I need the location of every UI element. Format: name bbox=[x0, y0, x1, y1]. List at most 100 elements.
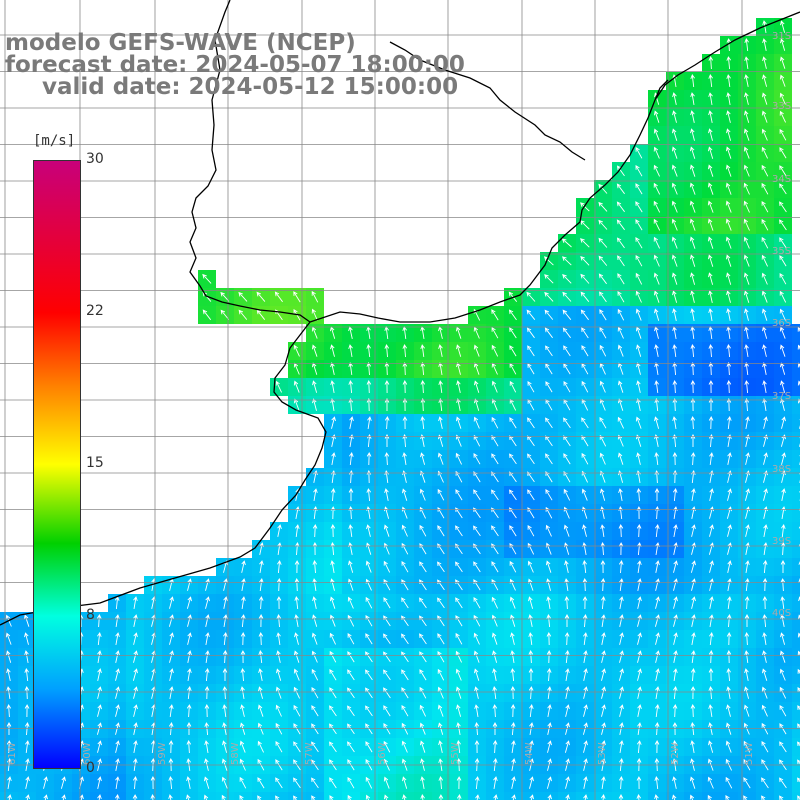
colorbar-unit: [m/s] bbox=[33, 133, 76, 149]
wind-arrow bbox=[186, 740, 192, 754]
wind-arrow bbox=[725, 218, 732, 231]
wind-arrow bbox=[600, 794, 606, 800]
wind-arrow bbox=[239, 776, 247, 789]
wind-arrow bbox=[97, 668, 102, 681]
wind-arrow bbox=[654, 722, 660, 736]
wind-arrow bbox=[169, 686, 174, 699]
wind-arrow bbox=[456, 344, 462, 357]
wind-arrow bbox=[581, 488, 588, 501]
wind-arrow bbox=[581, 380, 589, 393]
wind-arrow bbox=[635, 201, 643, 213]
wind-arrow bbox=[438, 740, 443, 753]
wind-arrow bbox=[583, 794, 588, 800]
wind-arrow bbox=[367, 416, 372, 429]
wind-arrow bbox=[709, 614, 714, 627]
wind-arrow bbox=[529, 794, 534, 800]
wind-arrow bbox=[492, 668, 497, 681]
wind-arrow bbox=[761, 272, 768, 285]
wind-arrow bbox=[637, 560, 642, 573]
wind-arrow bbox=[779, 686, 787, 699]
wind-arrow bbox=[655, 578, 660, 591]
wind-arrow bbox=[673, 668, 678, 681]
wind-arrow bbox=[240, 650, 246, 664]
wind-arrow bbox=[275, 686, 282, 699]
wind-arrow bbox=[672, 92, 677, 105]
wind-arrow bbox=[348, 398, 354, 412]
wind-arrow bbox=[779, 165, 787, 177]
wind-arrow bbox=[383, 794, 389, 800]
wind-arrow bbox=[655, 560, 660, 573]
wind-arrow bbox=[780, 578, 786, 592]
wind-arrow bbox=[744, 92, 749, 105]
wind-arrow bbox=[329, 596, 336, 609]
wind-arrow bbox=[565, 794, 570, 800]
longitude-label: 53W bbox=[597, 742, 608, 765]
wind-arrow bbox=[761, 686, 768, 699]
wind-arrow bbox=[761, 777, 769, 789]
wind-arrow bbox=[580, 273, 590, 284]
wind-arrow bbox=[186, 704, 192, 718]
wind-arrow bbox=[671, 182, 678, 195]
wind-arrow bbox=[581, 327, 589, 339]
wind-arrow bbox=[347, 794, 352, 800]
wind-arrow bbox=[563, 380, 571, 393]
wind-arrow bbox=[708, 290, 713, 303]
wind-arrow bbox=[473, 632, 480, 645]
wind-arrow bbox=[348, 524, 353, 537]
wind-arrow bbox=[598, 183, 608, 194]
wind-arrow bbox=[637, 704, 642, 717]
wind-arrow bbox=[115, 614, 120, 627]
wind-arrow bbox=[725, 254, 732, 267]
wind-arrow bbox=[637, 722, 642, 735]
wind-arrow bbox=[529, 740, 534, 753]
colorbar-tick: 0 bbox=[86, 760, 95, 776]
wind-arrow bbox=[474, 704, 479, 717]
wind-arrow bbox=[762, 596, 768, 610]
wind-arrow bbox=[545, 417, 553, 429]
colorbar-tick: 15 bbox=[86, 455, 104, 471]
wind-arrow bbox=[365, 560, 372, 573]
wind-arrow bbox=[635, 416, 642, 429]
wind-arrow bbox=[690, 452, 696, 466]
wind-arrow bbox=[437, 633, 445, 645]
wind-arrow bbox=[726, 38, 732, 52]
wind-arrow bbox=[6, 740, 12, 754]
wind-arrow bbox=[599, 416, 607, 429]
wind-arrow bbox=[744, 614, 750, 627]
wind-arrow bbox=[384, 362, 390, 376]
wind-arrow bbox=[456, 380, 461, 393]
wind-arrow bbox=[241, 560, 246, 573]
longitude-label: 54W bbox=[524, 742, 535, 765]
wind-arrow bbox=[599, 291, 607, 303]
wind-arrow bbox=[115, 794, 120, 800]
wind-arrow bbox=[276, 578, 282, 592]
wind-arrow bbox=[762, 650, 767, 663]
wind-arrow bbox=[366, 434, 372, 448]
wind-arrow bbox=[294, 632, 299, 645]
wind-arrow bbox=[619, 704, 624, 717]
wind-arrow bbox=[311, 777, 319, 789]
wind-arrow bbox=[509, 560, 517, 573]
wind-arrow bbox=[563, 488, 571, 501]
wind-arrow bbox=[473, 344, 480, 357]
wind-arrow bbox=[366, 452, 372, 466]
wind-arrow bbox=[311, 686, 319, 699]
wind-arrow bbox=[671, 164, 678, 177]
wind-arrow bbox=[168, 776, 173, 790]
wind-arrow bbox=[725, 236, 732, 249]
wind-arrow bbox=[473, 452, 481, 465]
wind-arrow bbox=[601, 596, 606, 610]
wind-arrow bbox=[491, 453, 499, 465]
wind-arrow bbox=[690, 362, 696, 376]
wind-arrow bbox=[763, 434, 768, 447]
wind-arrow bbox=[763, 488, 768, 501]
wind-arrow bbox=[366, 398, 372, 412]
wind-arrow bbox=[383, 722, 391, 735]
wind-arrow bbox=[455, 452, 463, 465]
wind-arrow bbox=[508, 309, 517, 321]
wind-arrow bbox=[727, 578, 732, 591]
wind-arrow bbox=[526, 309, 536, 320]
wind-speed-cell bbox=[216, 792, 234, 800]
wind-arrow bbox=[169, 596, 174, 609]
wind-arrow bbox=[401, 669, 409, 681]
